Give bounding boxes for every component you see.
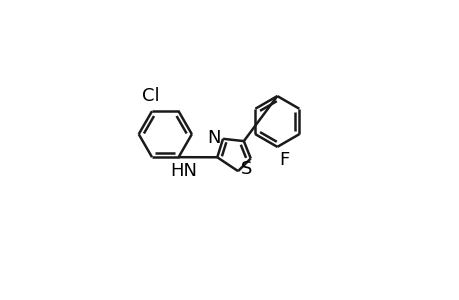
Text: HN: HN <box>169 162 196 180</box>
Text: N: N <box>207 129 220 147</box>
Text: S: S <box>241 160 252 178</box>
Text: F: F <box>279 151 289 169</box>
Text: Cl: Cl <box>142 87 159 105</box>
